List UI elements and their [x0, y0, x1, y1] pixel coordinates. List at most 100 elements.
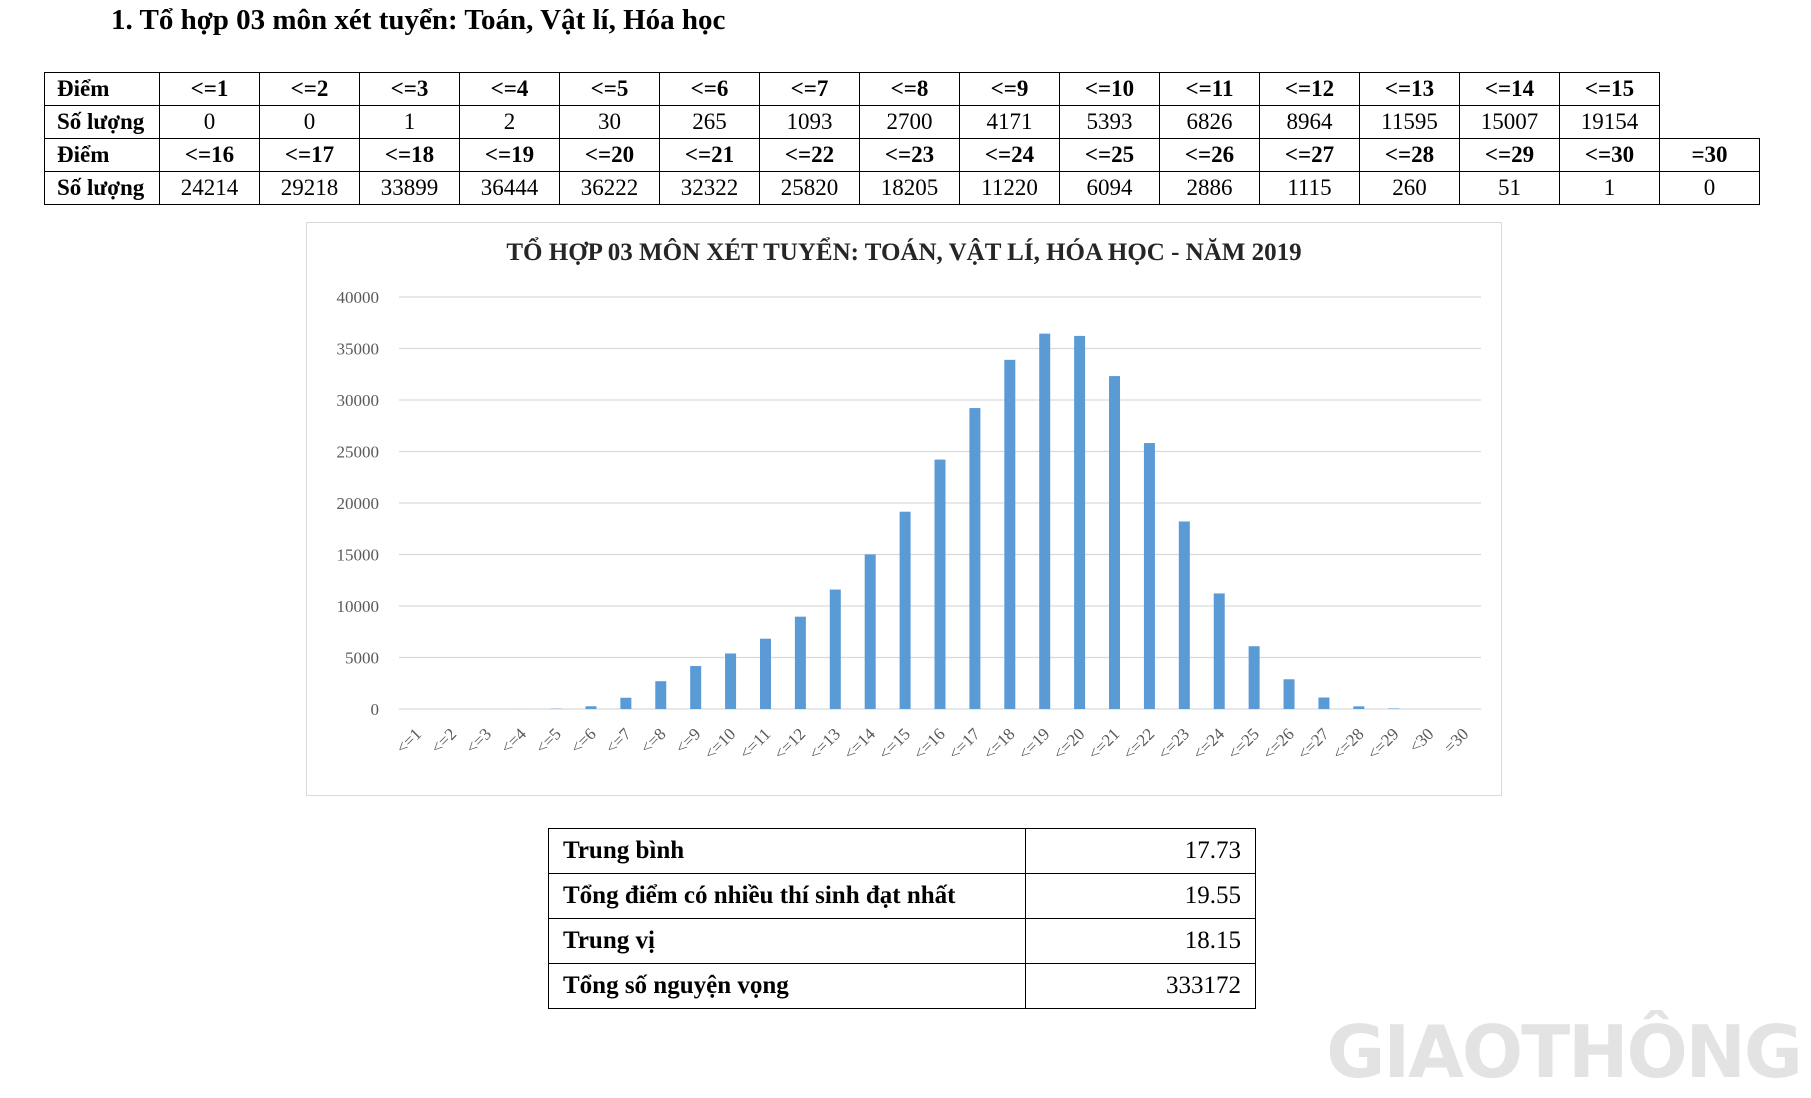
- y-tick-label: 5000: [345, 649, 379, 668]
- table-row: Điểm <=16 <=17 <=18 <=19 <=20 <=21 <=22 <=23 <=24…: [44, 138, 1760, 172]
- y-tick-label: 15000: [337, 546, 380, 565]
- count-cell: 11595: [1359, 105, 1460, 139]
- x-tick-label: <=25: [1224, 724, 1263, 763]
- y-tick-label: 20000: [337, 494, 380, 513]
- count-cell: 1115: [1259, 171, 1360, 205]
- count-cell: 6826: [1159, 105, 1260, 139]
- score-cell: <=14: [1459, 72, 1560, 106]
- chart-bar: [725, 653, 737, 709]
- summary-label: Tổng điểm có nhiều thí sinh đạt nhất: [548, 873, 1026, 919]
- chart-bar: [1283, 679, 1295, 709]
- x-tick-label: <=18: [980, 724, 1019, 763]
- count-cell: 33899: [359, 171, 460, 205]
- summary-row: Tổng điểm có nhiều thí sinh đạt nhất 19.5…: [548, 873, 1256, 919]
- count-cell: 36222: [559, 171, 660, 205]
- summary-label: Trung bình: [548, 828, 1026, 874]
- score-cell: <=24: [959, 138, 1060, 172]
- y-tick-label: 35000: [337, 340, 380, 359]
- score-cell: <=12: [1259, 72, 1360, 106]
- count-cell: 2700: [859, 105, 960, 139]
- score-cell: <=9: [959, 72, 1060, 106]
- chart-bar: [899, 511, 911, 709]
- score-cell: <=16: [159, 138, 260, 172]
- chart-bar: [1388, 708, 1400, 709]
- row-header: Số lượng: [44, 105, 160, 139]
- count-cell: 1: [1559, 171, 1660, 205]
- bar-chart: 0 5000 10000 15000 20000 25000 30000 35000 40000…: [337, 288, 1481, 763]
- score-cell: <=6: [659, 72, 760, 106]
- x-tick-label: <=6: [567, 724, 600, 757]
- score-cell: <=11: [1159, 72, 1260, 106]
- score-cell: <=3: [359, 72, 460, 106]
- score-cell: <=8: [859, 72, 960, 106]
- score-cell: <=2: [259, 72, 360, 106]
- count-cell: 0: [1659, 171, 1760, 205]
- chart-bar: [1353, 706, 1365, 709]
- x-tick-label: <=24: [1189, 724, 1228, 763]
- x-tick-label: <=9: [671, 724, 704, 757]
- summary-value: 17.73: [1025, 828, 1256, 874]
- chart-bar: [829, 589, 841, 709]
- chart-bar: [1109, 376, 1121, 709]
- chart-bar: [655, 681, 667, 709]
- x-tick-label: <=29: [1364, 724, 1403, 763]
- summary-row: Tổng số nguyện vọng 333172: [548, 963, 1256, 1009]
- chart-bar: [864, 554, 876, 709]
- count-cell: 11220: [959, 171, 1060, 205]
- count-cell: 4171: [959, 105, 1060, 139]
- empty-cell: [1660, 106, 1760, 139]
- chart-bar: [1178, 521, 1190, 709]
- score-cell: <=28: [1359, 138, 1460, 172]
- count-cell: 0: [159, 105, 260, 139]
- score-cell: <=30: [1559, 138, 1660, 172]
- count-cell: 6094: [1059, 171, 1160, 205]
- count-cell: 51: [1459, 171, 1560, 205]
- x-tick-label: <=19: [1015, 724, 1054, 763]
- x-tick-label: <=7: [602, 724, 635, 757]
- score-cell: =30: [1659, 138, 1760, 172]
- count-cell: 25820: [759, 171, 860, 205]
- x-tick-label: <=22: [1119, 724, 1158, 763]
- count-cell: 265: [659, 105, 760, 139]
- chart-bar: [934, 459, 946, 709]
- chart-bar: [1074, 335, 1086, 709]
- table-row: Số lượng 24214 29218 33899 36444 36222 32322 25…: [44, 171, 1760, 205]
- x-tick-label: <=11: [736, 724, 775, 763]
- table-row: Điểm <=1 <=2 <=3 <=4 <=5 <=6 <=7 <=8 <=9 <=10 <=11 <…: [44, 72, 1760, 106]
- summary-label: Tổng số nguyện vọng: [548, 963, 1026, 1009]
- chart-bar: [1213, 593, 1225, 709]
- x-tick-label: <=8: [637, 724, 670, 757]
- x-tick-label: <=20: [1049, 724, 1088, 763]
- score-cell: <=22: [759, 138, 860, 172]
- x-tick-label: <=26: [1259, 724, 1298, 763]
- score-distribution-table: Điểm <=1 <=2 <=3 <=4 <=5 <=6 <=7 <=8 <=9 <=10 <=11 <…: [44, 72, 1760, 205]
- count-cell: 32322: [659, 171, 760, 205]
- score-cell: <=21: [659, 138, 760, 172]
- x-tick-label: <=28: [1329, 724, 1368, 763]
- summary-label: Trung vị: [548, 918, 1026, 964]
- x-tick-label: <=27: [1294, 724, 1333, 763]
- count-cell: 8964: [1259, 105, 1360, 139]
- score-cell: <=15: [1559, 72, 1660, 106]
- count-cell: 29218: [259, 171, 360, 205]
- count-cell: 30: [559, 105, 660, 139]
- chart-bar: [1143, 443, 1155, 709]
- score-cell: <=20: [559, 138, 660, 172]
- summary-value: 333172: [1025, 963, 1256, 1009]
- count-cell: 5393: [1059, 105, 1160, 139]
- score-cell: <=25: [1059, 138, 1160, 172]
- watermark-logo: GIAOTHÔNG: [1326, 1010, 1803, 1094]
- chart-bar: [1248, 646, 1260, 709]
- y-tick-label: 0: [371, 700, 380, 719]
- y-tick-label: 40000: [337, 288, 380, 307]
- count-cell: 1: [359, 105, 460, 139]
- x-tick-label: <=23: [1154, 724, 1193, 763]
- chart-bar: [1318, 697, 1330, 709]
- score-cell: <=29: [1459, 138, 1560, 172]
- count-cell: 2886: [1159, 171, 1260, 205]
- score-cell: <=10: [1059, 72, 1160, 106]
- chart-bar: [585, 706, 597, 709]
- chart-bar: [620, 697, 632, 709]
- x-tick-label: <30: [1405, 724, 1437, 756]
- count-cell: 19154: [1559, 105, 1660, 139]
